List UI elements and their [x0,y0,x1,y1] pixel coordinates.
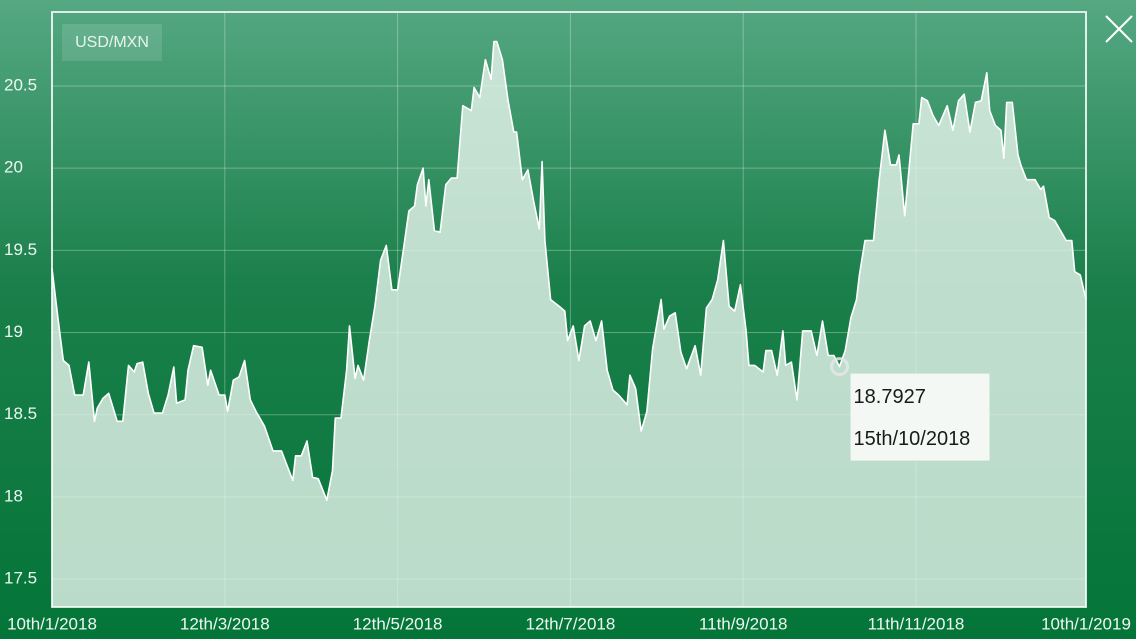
tooltip-date: 15th/10/2018 [854,428,971,450]
chart-title: USD/MXN [75,34,149,51]
y-tick-label: 17.5 [4,569,37,588]
line [51,40,1087,501]
y-tick-label: 20 [4,158,23,177]
y-tick-label: 20.5 [4,75,37,94]
plot-frame [51,11,1087,608]
tooltip-value: 18.7927 [854,386,926,408]
plot [51,40,1087,608]
tooltip: 18.7927 15th/10/2018 [830,357,990,461]
y-tick-label: 18 [4,486,23,505]
close-icon-line [1105,15,1133,43]
close-button[interactable] [1100,10,1136,46]
y-tick-label: 19 [4,322,23,341]
title-box [62,24,162,61]
x-tick-label: 12th/5/2018 [353,614,443,633]
y-tick-label: 19.5 [4,240,37,259]
y-tick-label: 18.5 [4,404,37,423]
tooltip-marker [830,357,850,377]
x-tick-label: 12th/7/2018 [526,614,616,633]
x-tick-label: 11th/11/2018 [868,614,965,633]
x-tick-label: 11th/9/2018 [699,614,788,633]
x-tick-label: 10th/1/2019 [1041,614,1131,633]
tooltip-box [850,373,990,461]
x-tick-label: 10th/1/2018 [7,614,97,633]
ticks: 17.5 18 18.5 19 19.5 20 20.5 10th/1/2018 12th/3/… [4,75,1131,633]
x-tick-label: 12th/3/2018 [180,614,270,633]
